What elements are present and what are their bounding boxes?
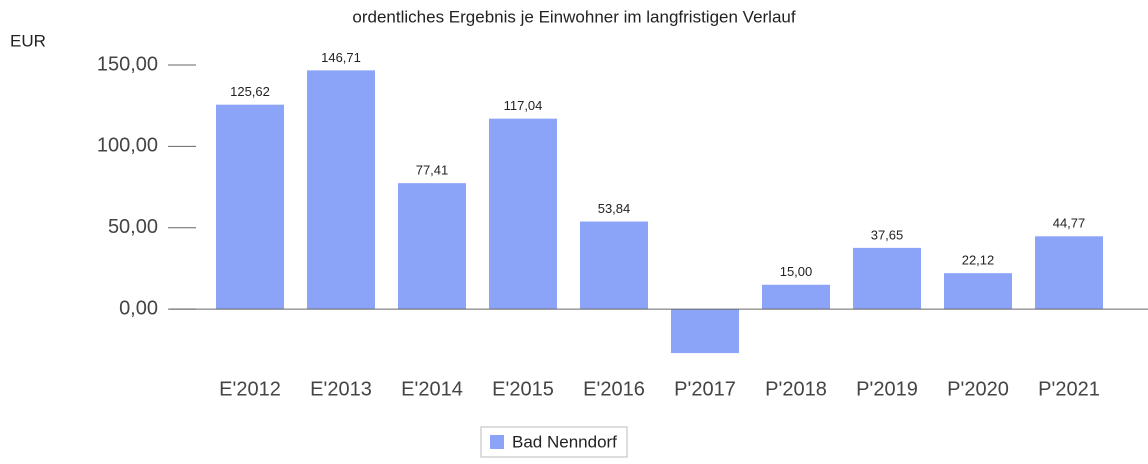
chart-title: ordentliches Ergebnis je Einwohner im la… [352,7,795,26]
y-tick-label: 0,00 [119,297,158,319]
data-label: 117,04 [504,98,543,113]
plot-area: 125,62 146,71 77,41 117,04 53,84 -26,99 15,00 3… [216,50,1103,372]
bar [762,284,830,310]
data-label: -26,99 [687,357,724,372]
x-tick-label: P'2017 [674,378,736,400]
y-tick-label: 100,00 [97,135,158,157]
data-label: 37,65 [871,227,904,242]
data-label: 146,71 [321,50,361,65]
y-axis-label: EUR [10,31,46,50]
bar [216,104,284,310]
data-label: 53,84 [598,201,631,216]
y-tick-label: 50,00 [108,216,158,238]
bar [489,118,557,310]
legend-label: Bad Nenndorf [512,432,617,451]
x-tick-label: E'2016 [583,378,645,400]
x-tick-label: E'2015 [492,378,554,400]
bar [580,221,648,310]
y-tick-label: 150,00 [97,53,158,75]
bar [853,247,921,310]
x-tick-label: P'2021 [1038,378,1100,400]
x-tick-label: P'2018 [765,378,827,400]
x-tick-label: P'2020 [947,378,1009,400]
x-tick-label: P'2019 [856,378,918,400]
x-tick-label: E'2014 [401,378,463,400]
x-tick-label: E'2013 [310,378,372,400]
data-label: 22,12 [962,253,995,268]
data-label: 77,41 [416,163,449,178]
bar [307,70,375,310]
data-label: 15,00 [780,264,813,279]
legend-frame [480,426,628,458]
bar [1035,236,1103,310]
data-label: 125,62 [230,84,270,99]
bar [671,309,739,354]
data-label: 44,77 [1053,216,1086,231]
bar [398,183,466,310]
bar [944,273,1012,310]
x-tick-label: E'2012 [219,378,281,400]
legend-swatch [490,435,504,449]
